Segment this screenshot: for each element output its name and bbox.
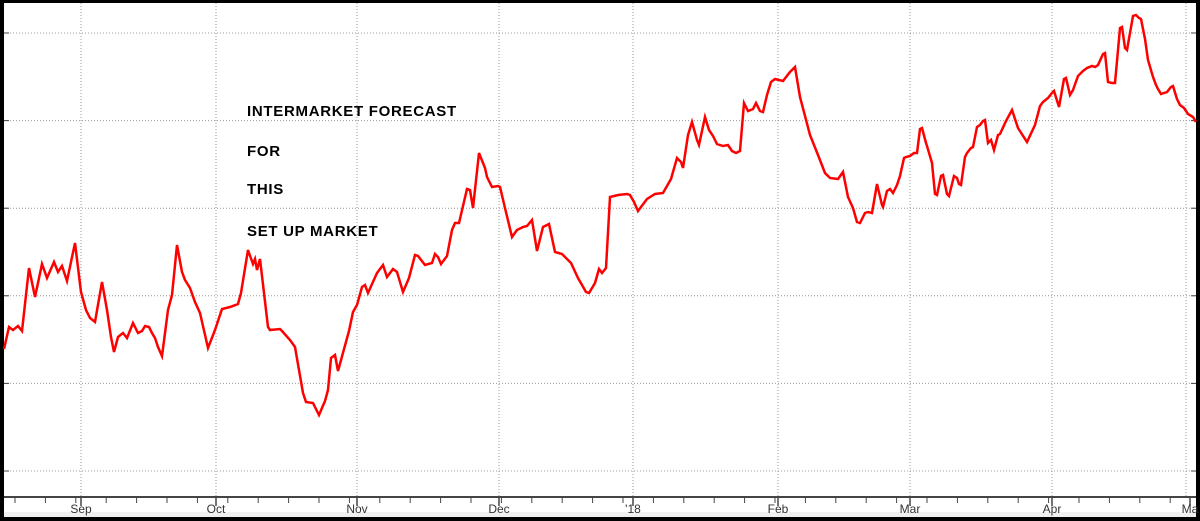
x-axis-label-18: '18: [625, 502, 641, 516]
annotation-line-1: INTERMARKET FORECAST: [247, 103, 457, 120]
x-axis-label-ma: Ma: [1181, 502, 1199, 516]
x-axis-label-dec: Dec: [488, 502, 510, 516]
x-axis-label-feb: Feb: [767, 502, 789, 516]
annotation-line-3: THIS: [247, 181, 284, 198]
price-line-series: [2, 13, 1198, 418]
x-axis-label-oct: Oct: [206, 502, 226, 516]
plot-background: [4, 3, 1196, 517]
x-axis-label-nov: Nov: [346, 502, 368, 516]
x-axis-label-apr: Apr: [1042, 502, 1062, 516]
x-axis-label-sep: Sep: [70, 502, 92, 516]
bottom-strip: [4, 512, 1196, 517]
x-axis-label-mar: Mar: [899, 502, 921, 516]
annotation-line-4: SET UP MARKET: [247, 223, 379, 240]
annotation-line-2: FOR: [247, 143, 281, 160]
